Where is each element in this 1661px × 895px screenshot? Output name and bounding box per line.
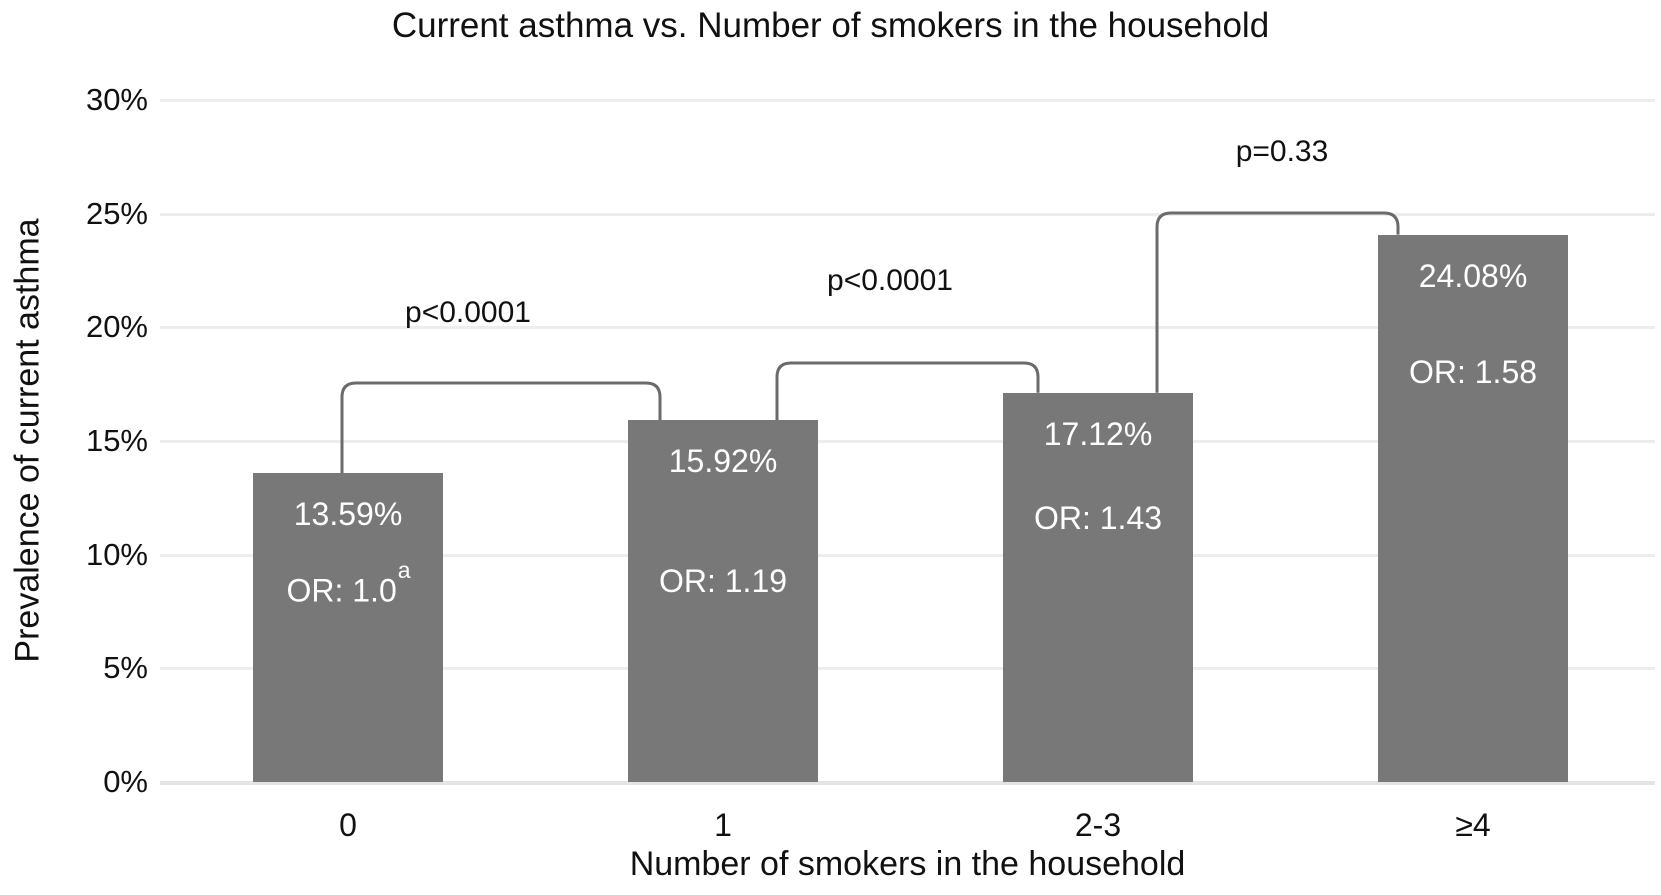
bar-2-3 (1003, 392, 1193, 782)
y-tick-label-10%: 10% (85, 536, 148, 572)
x-axis-title: Number of smokers in the household (629, 845, 1186, 883)
chart-title: Current asthma vs. Number of smokers in … (391, 6, 1270, 45)
y-tick-label-0%: 0% (103, 764, 148, 799)
y-tick-label-15%: 15% (85, 423, 148, 458)
bar-value-label: 24.08% (1418, 257, 1528, 294)
p-value-label-2: p<0.0001 (827, 264, 953, 297)
y-tick-label-25%: 25% (85, 195, 148, 231)
p-value-label-3: p=0.33 (1235, 135, 1329, 168)
bar-value-label: 15.92% (668, 443, 778, 480)
x-tick-label-≥4: ≥4 (1455, 807, 1491, 843)
y-tick-label-30%: 30% (85, 82, 148, 117)
bar-odds-ratio-label: OR: 1.0a (286, 557, 411, 609)
gridline-15% (160, 440, 1655, 443)
x-tick-label-1: 1 (714, 807, 732, 843)
gridline-0% (160, 781, 1655, 785)
bar-odds-ratio-label: OR: 1.43 (1033, 499, 1163, 536)
x-tick-label-0: 0 (339, 807, 357, 843)
bar-odds-ratio-label: OR: 1.58 (1408, 353, 1538, 390)
y-tick-label-20%: 20% (85, 309, 148, 345)
bar-1 (628, 420, 818, 782)
bar-0 (253, 473, 443, 782)
gridline-30% (160, 99, 1655, 102)
gridline-10% (160, 553, 1655, 557)
gridline-20% (160, 326, 1655, 330)
y-tick-label-5%: 5% (103, 650, 148, 686)
bar-value-label: 17.12% (1043, 415, 1153, 452)
bar-≥4 (1378, 234, 1568, 782)
significance-bracket-2 (775, 361, 1040, 421)
x-tick-label-2-3: 2-3 (1074, 807, 1122, 843)
gridline-25% (160, 212, 1655, 216)
bar-value-label: 13.59% (293, 496, 403, 533)
odds-ratio-footnote-marker: a (397, 557, 411, 584)
p-value-label-1: p<0.0001 (405, 296, 531, 329)
gridline-5% (160, 667, 1655, 671)
bar-odds-ratio-label: OR: 1.19 (658, 563, 788, 600)
significance-bracket-1 (340, 381, 662, 474)
significance-bracket-3 (1155, 211, 1400, 393)
